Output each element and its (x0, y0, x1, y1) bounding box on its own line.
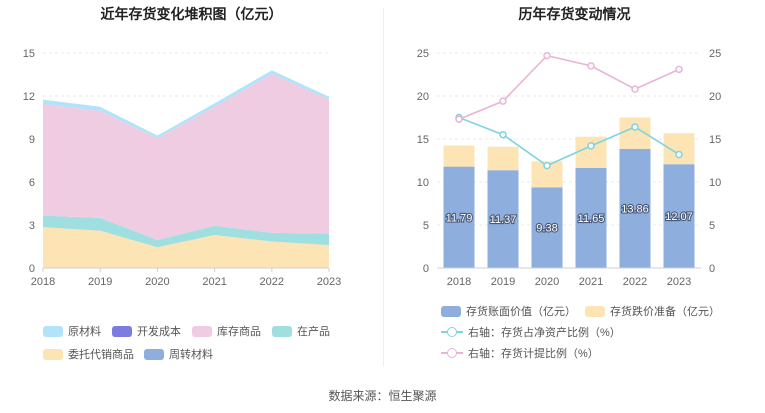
line-point-0 (587, 142, 595, 150)
y-right-tick-label: 20 (709, 91, 721, 103)
bar-book-value (663, 164, 695, 268)
right-chart-title: 历年存货变动情况 (518, 6, 631, 22)
left-chart-title: 近年存货变化堆积图（亿元） (100, 6, 283, 22)
bar-value-label: 11.37 (490, 214, 517, 226)
legend-swatch (43, 325, 63, 337)
bar-impairment (487, 146, 519, 171)
y-left-tick-label: 10 (417, 177, 429, 189)
y-tick-label: 15 (23, 48, 35, 60)
y-left-tick-label: 25 (417, 48, 429, 60)
x-tick-label: 2023 (667, 276, 691, 288)
legend-item-raw-materials[interactable]: 原材料 (43, 323, 101, 339)
stacked-area-chart: 0 3 6 9 12 15 2018 2019 2020 2021 2022 2023 (23, 48, 341, 288)
x-tick-label: 2021 (579, 276, 603, 288)
line-point-0 (499, 130, 507, 139)
y-left-tick-label: 5 (423, 220, 429, 232)
y-left-tick-label: 15 (417, 134, 429, 146)
line-point-0 (631, 123, 639, 131)
y-right-tick-label: 15 (709, 134, 721, 146)
y-tick-label: 0 (29, 263, 35, 275)
legend-item-wip[interactable]: 在产品 (272, 323, 330, 339)
x-tick-label: 2019 (491, 276, 515, 288)
y-right-tick-label: 25 (709, 48, 721, 60)
y-tick-label: 9 (29, 134, 35, 146)
legend-item-impairment[interactable]: 存货跌价准备（亿元） (585, 303, 720, 319)
x-tick-label: 2021 (202, 276, 226, 288)
area-series-0 (43, 227, 329, 268)
legend-label: 库存商品 (217, 326, 261, 338)
legend-swatch (144, 348, 164, 360)
bar-book-value (487, 170, 519, 268)
legend-label: 开发成本 (137, 326, 181, 338)
legend-swatch (441, 305, 461, 317)
bar-book-value (575, 167, 607, 268)
line-point-1 (499, 97, 507, 105)
y-right-tick-label: 10 (709, 177, 721, 189)
bar-value-label: 12.07 (665, 211, 693, 223)
x-tick-label: 2022 (260, 276, 284, 288)
line-point-0 (543, 161, 551, 170)
legend-swatch (192, 325, 212, 337)
line-point-1 (543, 51, 551, 60)
area-top-outline (42, 68, 330, 136)
bar-book-value (619, 148, 651, 268)
panel-divider (383, 8, 384, 366)
legend-label: 右轴：存货计提比例（%） (468, 348, 599, 360)
y-left-tick-label: 20 (417, 91, 429, 103)
line-point-1 (675, 65, 683, 74)
legend-item-inventory-to-equity[interactable]: 右轴：存货占净资产比例（%） (441, 324, 621, 340)
legend-label: 委托代销商品 (68, 349, 134, 361)
y-tick-label: 12 (23, 91, 35, 103)
y-right-tick-label: 5 (709, 220, 715, 232)
line-series-0 (458, 116, 680, 167)
y-right-tick-label: 0 (709, 263, 715, 275)
legend-swatch (272, 325, 292, 337)
legend-item-book-value[interactable]: 存货账面价值（亿元） (441, 303, 576, 319)
legend-label: 周转材料 (169, 349, 213, 361)
x-tick-label: 2018 (31, 276, 55, 288)
line-point-1 (631, 85, 639, 93)
bar-book-value (531, 187, 563, 268)
y-tick-label: 3 (29, 220, 35, 232)
x-tick-label: 2022 (623, 276, 647, 288)
area-series-2 (43, 215, 329, 248)
legend-item-provision-ratio[interactable]: 右轴：存货计提比例（%） (441, 345, 599, 361)
line-point-0 (675, 150, 683, 159)
legend-item-consignment[interactable]: 委托代销商品 (43, 346, 134, 362)
line-series-1 (458, 54, 680, 120)
legend-label: 右轴：存货占净资产比例（%） (468, 327, 621, 339)
line-point-1 (455, 115, 463, 123)
line-point-1 (587, 62, 595, 70)
bar-value-label: 11.79 (446, 212, 473, 224)
y-left-tick-label: 0 (423, 263, 429, 275)
legend-item-turnover-materials[interactable]: 周转材料 (144, 346, 213, 362)
legend-label: 存货账面价值（亿元） (466, 306, 576, 318)
legend-line-marker (441, 326, 463, 338)
area-series-4 (43, 73, 329, 241)
legend-item-goods-in-stock[interactable]: 库存商品 (192, 323, 261, 339)
y-tick-label: 6 (29, 177, 35, 189)
legend-item-dev-cost[interactable]: 开发成本 (112, 323, 181, 339)
x-tick-label: 2019 (88, 276, 112, 288)
legend-line-marker (441, 347, 463, 359)
x-tick-label: 2020 (535, 276, 559, 288)
bar-impairment (443, 145, 475, 167)
legend-swatch (112, 325, 132, 337)
bar-value-label: 13.86 (621, 203, 649, 215)
bar-book-value (443, 166, 475, 268)
legend-label: 存货跌价准备（亿元） (610, 306, 720, 318)
legend-swatch (43, 348, 63, 360)
bar-line-combo-chart: 0 5 10 15 20 25 0 5 10 15 20 25 11.79 11.37 9.38 11.65 1… (417, 48, 722, 288)
data-source-note: 数据来源：恒生聚源 (328, 389, 437, 403)
x-tick-label: 2023 (317, 276, 341, 288)
bar-impairment (663, 133, 695, 165)
legend-label: 原材料 (68, 326, 101, 338)
x-tick-label: 2020 (145, 276, 169, 288)
bar-value-label: 11.65 (578, 213, 605, 225)
legend-label: 在产品 (297, 326, 330, 338)
x-tick-label: 2018 (447, 276, 471, 288)
bar-value-label: 9.38 (536, 223, 557, 235)
legend-swatch (585, 305, 605, 317)
